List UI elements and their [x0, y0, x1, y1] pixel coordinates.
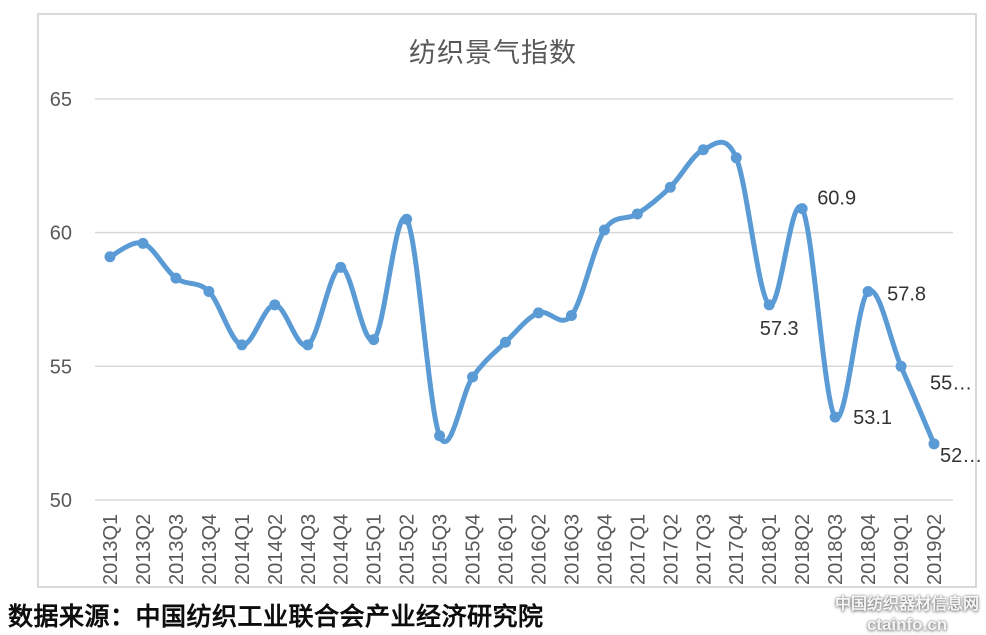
data-point — [928, 438, 940, 450]
series-line — [107, 139, 937, 447]
watermark-site-name: 中国纺织器材信息网 — [834, 596, 979, 613]
data-point — [170, 272, 182, 284]
data-point — [829, 411, 841, 423]
data-point — [763, 299, 775, 311]
x-tick-label: 2017Q1 — [627, 514, 649, 585]
data-point — [137, 237, 149, 249]
data-point — [598, 224, 610, 236]
data-point — [401, 213, 413, 225]
data-point — [565, 310, 577, 322]
watermark: 中国纺织器材信息网 ctainfo.cn — [832, 595, 982, 635]
data-label: 53.1 — [853, 407, 892, 429]
data-point — [862, 285, 874, 297]
x-tick-label: 2014Q4 — [331, 514, 353, 585]
data-point — [335, 261, 347, 273]
data-point — [434, 430, 446, 442]
x-tick-label: 2016Q1 — [496, 514, 518, 585]
x-tick-label: 2019Q1 — [891, 514, 913, 585]
x-tick-label: 2016Q2 — [528, 514, 550, 585]
data-point — [532, 307, 544, 319]
data-point — [302, 339, 314, 351]
x-tick-label: 2015Q4 — [463, 514, 485, 585]
x-tick-label: 2013Q4 — [199, 514, 221, 585]
x-tick-label: 2015Q3 — [430, 514, 452, 585]
x-tick-label: 2013Q2 — [133, 514, 155, 585]
x-tick-label: 2013Q3 — [166, 514, 188, 585]
y-tick-label: 55 — [50, 356, 72, 378]
x-tick-label: 2017Q3 — [693, 514, 715, 585]
data-point — [664, 181, 676, 193]
data-point — [895, 360, 907, 372]
x-tick-label: 2014Q2 — [265, 514, 287, 585]
data-point — [697, 144, 709, 156]
x-tick-label: 2018Q3 — [825, 514, 847, 585]
x-tick-label: 2016Q3 — [561, 514, 583, 585]
chart-title: 纺织景气指数 — [409, 38, 577, 68]
x-tick-label: 2019Q2 — [924, 514, 946, 585]
chart-border — [37, 13, 977, 588]
data-label: 60.9 — [817, 188, 856, 210]
x-tick-label: 2015Q1 — [364, 514, 386, 585]
x-tick-label: 2014Q3 — [298, 514, 320, 585]
x-tick-label: 2017Q2 — [660, 514, 682, 585]
watermark-site-url: ctainfo.cn — [866, 615, 948, 634]
x-tick-label: 2017Q4 — [726, 514, 748, 585]
data-point — [203, 285, 215, 297]
data-point — [467, 371, 479, 383]
x-tick-label: 2018Q2 — [792, 514, 814, 585]
data-label: 57.3 — [760, 318, 799, 340]
x-tick-label: 2014Q1 — [232, 514, 254, 585]
y-tick-label: 50 — [50, 490, 72, 512]
data-label: 57.8 — [887, 284, 926, 306]
x-tick-label: 2016Q4 — [594, 514, 616, 585]
data-point — [269, 299, 281, 311]
data-label: 52… — [940, 445, 982, 467]
data-label: 55… — [930, 372, 972, 394]
y-tick-label: 60 — [50, 223, 72, 245]
x-tick-label: 2015Q2 — [397, 514, 419, 585]
x-tick-label: 2018Q1 — [759, 514, 781, 585]
data-point — [796, 203, 808, 215]
x-tick-label: 2018Q4 — [858, 514, 880, 585]
data-point — [104, 251, 116, 263]
data-point — [368, 334, 380, 346]
data-point — [236, 339, 248, 351]
data-point — [730, 152, 742, 164]
x-tick-label: 2013Q1 — [100, 514, 122, 585]
source-caption: 数据来源：中国纺织工业联合会产业经济研究院 — [8, 603, 544, 631]
data-point — [500, 336, 512, 348]
data-point — [631, 208, 643, 220]
y-tick-label: 65 — [50, 89, 72, 111]
